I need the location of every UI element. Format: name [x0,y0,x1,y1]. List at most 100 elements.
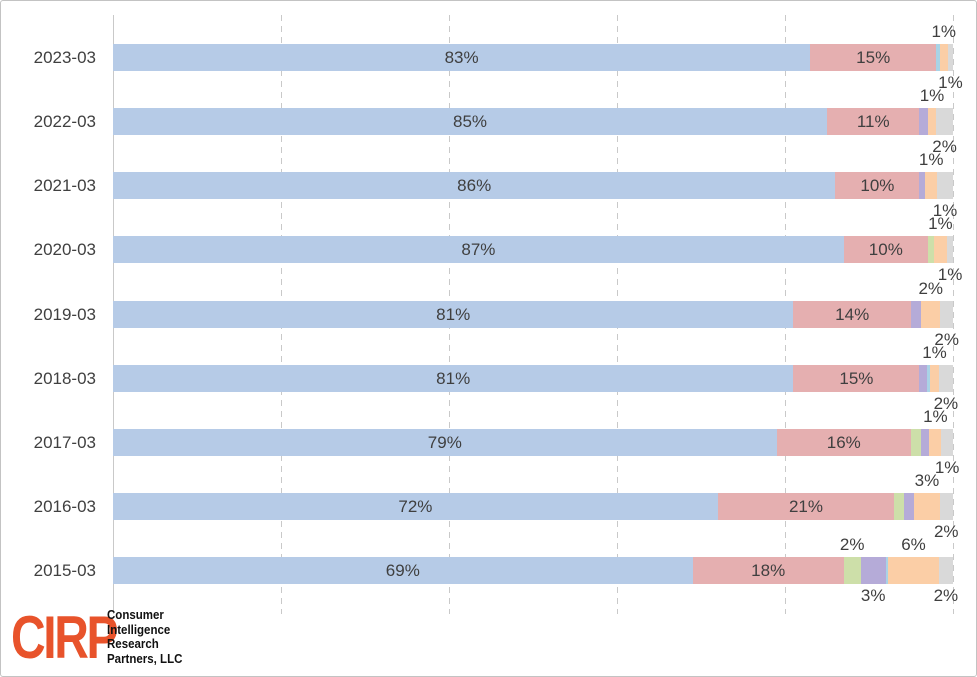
data-label-inside: 21% [788,497,823,516]
bar-segment-ios [113,493,718,520]
y-axis-label: 2022-03 [33,112,96,131]
data-label-inside: 81% [436,305,471,324]
data-label-inside: 10% [860,176,895,195]
data-label-inside: 79% [427,433,462,452]
data-label-above: 1% [928,214,953,233]
bar-segment-blackberry [843,557,861,584]
bar-segment-ios [113,108,827,135]
data-label-above: 3% [914,471,940,490]
data-label-below: 3% [860,586,886,605]
logo-text-line: Consumer [107,608,164,622]
bar-segment-ios [113,557,693,584]
logo-text-line: Intelligence [107,622,171,637]
bar-segment-first [939,493,953,520]
bar-segment-android [835,172,920,199]
bar-segment-basic [930,365,939,392]
data-label-above: 2% [918,279,944,298]
bar-segment-android [793,301,911,328]
cirp-logo-text: Consumer Intelligence Research Partners,… [107,608,182,666]
data-label-above: 6% [901,535,926,554]
data-label-above: 2% [839,535,865,554]
bar-segment-android [793,365,920,392]
data-label-below: 2% [932,137,957,156]
y-axis-label: 2019-03 [33,305,96,324]
bar-segment-basic [921,301,941,328]
bar-segment-windows [919,365,927,392]
data-label-below: 2% [933,522,959,541]
bar-segment-other [885,557,889,584]
y-axis-label: 2020-03 [33,240,96,259]
data-label-inside: 11% [856,112,890,131]
bar-segment-ios [113,301,794,328]
data-label-inside: 83% [444,48,479,67]
data-label-below: 1% [937,265,963,284]
data-label-inside: 18% [751,561,786,580]
data-label-below: 2% [933,586,959,605]
y-axis-label: 2018-03 [33,369,96,388]
bar-segment-ios [113,365,794,392]
data-label-inside: 14% [835,305,870,324]
data-label-below: 1% [934,458,960,477]
bar-segment-android [827,108,920,135]
data-label-below: 2% [933,394,959,413]
bar-segment-windows [904,493,915,520]
bar-segment-android [810,44,937,71]
bar-segment-windows [919,172,926,199]
data-label-inside: 87% [461,240,496,259]
bar-segment-basic [929,429,942,456]
bar-segment-android [692,557,844,584]
chart-footer: CIRP Consumer Intelligence Research Part… [1,606,976,676]
y-axis-label: 2021-03 [33,176,96,195]
logo-text-line: Partners, LLC [107,651,183,666]
bar-segment-basic [914,493,940,520]
bar-segment-basic [939,44,948,71]
data-label-above: 1% [918,150,944,169]
data-label-inside: 85% [452,112,488,131]
bar-segment-windows [911,301,922,328]
bar-segment-blackberry [927,236,934,263]
y-axis-label: 2017-03 [33,433,96,452]
bar-segment-android [776,429,911,456]
bar-segment-windows [921,429,930,456]
bar-segment-first [940,301,953,328]
bar-segment-first [937,172,953,199]
data-label-above: 1% [922,343,947,362]
data-label-inside: 15% [856,48,891,67]
bar-segment-basic [927,108,937,135]
data-label-below: 1% [938,73,963,92]
bar-segment-android [717,493,895,520]
bar-segment-basic [925,172,938,199]
bar-segment-first [941,429,953,456]
bar-segment-ios [113,429,777,456]
y-axis-label: 2015-03 [33,561,96,580]
data-label-above: 1% [919,86,945,105]
data-label-above: 1% [931,22,957,41]
bar-segment-blackberry [894,493,905,520]
data-label-below: 2% [934,330,959,349]
bar-segment-android [843,236,928,263]
data-label-inside: 69% [385,561,420,580]
data-label-inside: 81% [436,369,471,388]
bar-segment-first [938,365,953,392]
cirp-logotype: CIRP [11,604,118,671]
bar-segment-other [936,44,940,71]
cirp-logo: CIRP Consumer Intelligence Research Part… [11,606,221,670]
bar-segment-ios [113,44,811,71]
data-label-above: 1% [923,407,948,426]
data-label-below: 1% [932,201,958,220]
gridline-100pct [953,15,954,614]
bar-segment-first [938,557,953,584]
bar-segment-blackberry [911,429,922,456]
bar-segment-first [947,236,953,263]
bar-segment-ios [113,172,836,199]
bar-segment-first [936,108,953,135]
bar-segment-basic [888,557,939,584]
data-label-inside: 10% [868,240,903,259]
bar-segment-basic [933,236,948,263]
y-axis-label: 2016-03 [33,497,96,516]
bar-segment-ios [113,236,844,263]
bar-segment-other [926,365,931,392]
logo-text-line: Research [107,637,159,651]
data-label-inside: 72% [398,497,433,516]
